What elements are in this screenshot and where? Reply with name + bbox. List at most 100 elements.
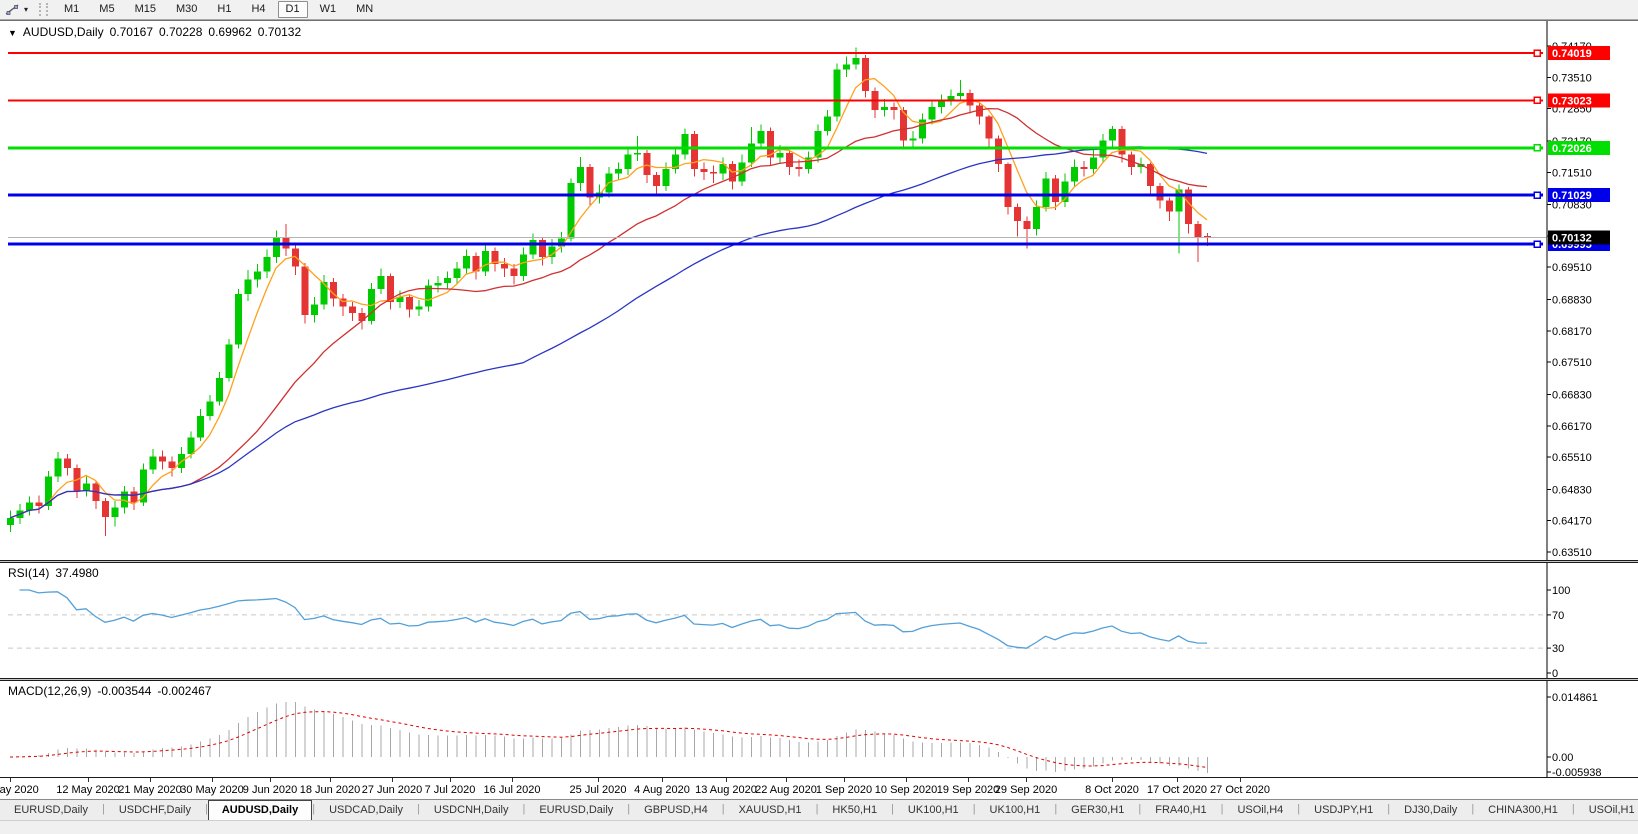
timeframe-button-M15[interactable]: M15 (134, 3, 156, 15)
date-label: 22 Aug 2020 (755, 784, 817, 796)
candle-body (206, 401, 214, 416)
timeframe-button-H4[interactable]: H4 (251, 3, 266, 15)
candle-body (35, 502, 43, 506)
chart-tab-EURUSD-Daily[interactable]: EURUSD,Daily (539, 804, 614, 816)
date-label: 9 Jun 2020 (242, 784, 298, 796)
candle-body (586, 167, 594, 198)
candle-body (890, 107, 898, 111)
chart-tab-EURUSD-Daily[interactable]: EURUSD,Daily (14, 804, 88, 816)
candle-body (691, 133, 698, 169)
macd-value-main: -0.003544 (97, 684, 152, 698)
panel-splitter[interactable] (0, 678, 1638, 681)
ohlc-open: 0.70167 (109, 25, 153, 39)
candle-body (406, 297, 413, 310)
macd-title-bar: MACD(12,26,9) -0.003544 -0.002467 (8, 684, 217, 698)
time-axis-tick (1240, 778, 1241, 782)
chart-tab-USOil-H1[interactable]: USOil,H1 (1588, 804, 1635, 816)
line-end-marker[interactable] (1533, 191, 1541, 199)
candle-body (168, 461, 176, 469)
price-tick-label: 0.68170 (1552, 326, 1592, 338)
chart-tab-USDCHF-Daily[interactable]: USDCHF,Daily (118, 804, 191, 816)
time-axis-tick (270, 778, 271, 782)
macd-tick-label: 0.00 (1552, 752, 1573, 764)
candle-body (1080, 167, 1088, 169)
candle-body (976, 105, 983, 117)
chart-tab-USDCAD-Daily[interactable]: USDCAD,Daily (329, 804, 404, 816)
candle-body (1004, 164, 1012, 207)
time-axis-tick (844, 778, 845, 782)
chart-tab-HK50-H1[interactable]: HK50,H1 (832, 804, 878, 816)
time-axis-tick (10, 778, 11, 782)
candle-body (767, 130, 774, 158)
candle-body (900, 110, 907, 141)
timeframe-button-M30[interactable]: M30 (175, 3, 198, 15)
level-price-badge-label: 0.71029 (1552, 190, 1592, 202)
chart-tab-UK100-H1[interactable]: UK100,H1 (989, 804, 1041, 816)
timeframe-buttons: M1 M5 M15 M30 H1 H4 D1 W1 MN (54, 1, 383, 18)
timeframe-button-M1[interactable]: M1 (64, 3, 80, 15)
candle-body (377, 276, 385, 290)
candle-body (339, 298, 347, 307)
tab-separator: | (101, 803, 105, 815)
rsi-indicator-panel[interactable]: 100 70 30 0 (0, 563, 1638, 678)
time-axis-tick (906, 778, 907, 782)
candle-body (159, 456, 166, 462)
macd-value-signal: -0.002467 (157, 684, 212, 698)
candle-body (149, 456, 157, 470)
date-label: 8 Oct 2020 (1085, 784, 1139, 796)
timeframe-button-MN[interactable]: MN (356, 3, 374, 15)
timeframe-button-H1[interactable]: H1 (217, 3, 232, 15)
candle-body (263, 257, 271, 272)
line-end-marker[interactable] (1533, 144, 1541, 152)
candle-body (1014, 206, 1021, 222)
timeframe-button-M5[interactable]: M5 (99, 3, 115, 15)
candle-body (624, 154, 632, 169)
candle-body (1033, 206, 1040, 229)
chart-tab-DJ30-Daily[interactable]: DJ30,Daily (1404, 804, 1458, 816)
macd-indicator-panel[interactable]: 0.014861 0.00 -0.005938 (0, 681, 1638, 777)
candle-body (197, 415, 204, 438)
candle-body (311, 304, 318, 316)
candle-body (244, 279, 252, 294)
candle-body (1147, 164, 1154, 187)
chart-tab-USOil-H4[interactable]: USOil,H4 (1237, 804, 1284, 816)
candle-body (795, 167, 803, 169)
time-axis-tick (598, 778, 599, 782)
candle-body (966, 92, 974, 106)
candle-body (491, 251, 499, 264)
chart-tab-GBPUSD-H4[interactable]: GBPUSD,H4 (644, 804, 708, 816)
chart-tab-FRA40-H1[interactable]: FRA40,H1 (1155, 804, 1207, 816)
timeframe-button-D1[interactable]: D1 (277, 1, 308, 18)
status-bar (0, 820, 1638, 834)
tab-separator: | (1138, 803, 1142, 815)
line-end-marker[interactable] (1533, 240, 1541, 248)
chart-tab-UK100-H1[interactable]: UK100,H1 (907, 804, 959, 816)
candle-body (558, 238, 565, 247)
trendline-tool-icon[interactable] (3, 2, 21, 17)
candle-body (83, 483, 90, 491)
collapse-triangle-icon[interactable]: ▼ (8, 28, 17, 38)
timeframe-button-W1[interactable]: W1 (319, 3, 337, 15)
chart-tab-AUDUSD-Daily[interactable]: AUDUSD,Daily (207, 800, 313, 821)
line-end-marker[interactable] (1533, 96, 1541, 105)
candle-body (7, 517, 14, 525)
chart-tab-USDCNH-Daily[interactable]: USDCNH,Daily (433, 804, 509, 816)
toolbar-grip[interactable] (39, 3, 48, 16)
level-price-badge (1548, 93, 1610, 108)
chart-tab-GER30-H1[interactable]: GER30,H1 (1071, 804, 1125, 816)
date-label: 27 Jun 2020 (361, 784, 423, 796)
candle-body (387, 276, 394, 302)
chart-tab-XAUUSD-H1[interactable]: XAUUSD,H1 (738, 804, 802, 816)
price-tick-label: 0.64830 (1552, 484, 1592, 496)
price-chart-panel[interactable]: 0.741700.735100.728500.721700.715100.708… (0, 21, 1638, 560)
chart-tab-CHINA300-H1[interactable]: CHINA300,H1 (1488, 804, 1558, 816)
symbol-title: AUDUSD,Daily (22, 25, 104, 39)
chevron-down-icon[interactable]: ▾ (23, 5, 28, 14)
date-label: 2 May 2020 (0, 784, 39, 796)
price-tick-label: 0.66830 (1552, 389, 1592, 401)
chart-tab-USDJPY-H1[interactable]: USDJPY,H1 (1314, 804, 1374, 816)
panel-splitter[interactable] (0, 560, 1638, 563)
candle-body (662, 168, 670, 187)
line-end-marker[interactable] (1533, 49, 1541, 57)
